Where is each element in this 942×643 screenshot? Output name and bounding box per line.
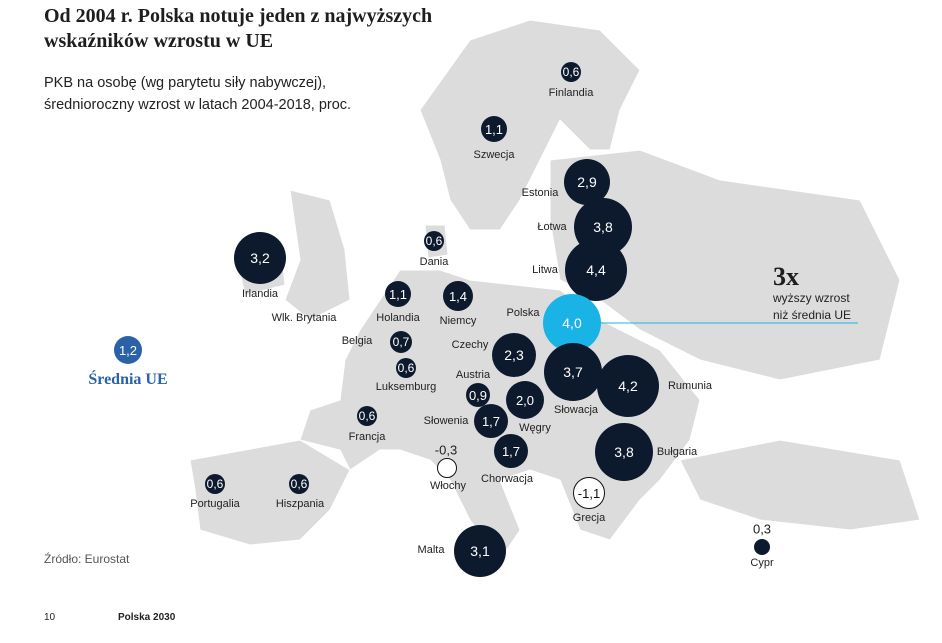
country-label: Portugalia (190, 498, 240, 510)
average-bubble: 1,2 (114, 336, 142, 364)
country-label: Cypr (750, 557, 774, 569)
country-label: Chorwacja (481, 473, 533, 485)
bubble-holandia: 1,1 (385, 281, 411, 307)
country-label: Litwa (532, 264, 558, 276)
bubble-value: 3,1 (470, 543, 490, 559)
subtitle-line: średnioroczny wzrost w latach 2004-2018,… (44, 97, 352, 113)
bubble-wegry: 2,0 (506, 381, 544, 419)
bubble-value: 4,0 (562, 315, 582, 331)
bubble-value: -0,3 (434, 442, 458, 458)
country-label: Grecja (572, 512, 606, 524)
iberia-land (189, 439, 351, 546)
country-label: Hiszpania (275, 498, 325, 510)
page-title: Od 2004 r. Polska notuje jeden z najwyżs… (44, 5, 433, 52)
country-label: Dania (419, 256, 449, 268)
bubble-value: 3,8 (614, 444, 634, 460)
publication-name: Polska 2030 (118, 612, 176, 623)
bubble-value: 1,4 (448, 288, 468, 304)
bubble-slowacja: 3,7 (544, 343, 602, 401)
country-label: Francja (348, 431, 386, 443)
bubble-slowenia: 1,7 (474, 404, 508, 438)
page-number: 10 (44, 612, 56, 623)
bubble-value: 0,6 (206, 477, 224, 491)
annotation-text: niż średnia UE (773, 308, 852, 322)
country-label: Słowenia (423, 415, 469, 427)
bubble-litwa: 4,4 (565, 239, 627, 301)
bubble-austria: 0,9 (466, 383, 490, 407)
bubble-bulgaria: 3,8 (595, 423, 653, 481)
country-label: Finlandia (548, 87, 594, 99)
bubble-malta: 3,1 (454, 525, 506, 577)
bubble-wlochy (437, 458, 457, 478)
country-label: Szwecja (473, 149, 515, 161)
bubble-value: -1,1 (577, 485, 601, 501)
bubble-value: 0,3 (752, 521, 772, 537)
bubble-szwecja: 1,1 (481, 116, 507, 142)
country-label: Polska (506, 307, 540, 319)
britain-land (284, 189, 351, 321)
bubble-czechy: 2,3 (492, 333, 536, 377)
bubble-value: 3,2 (250, 250, 270, 266)
country-label: Wlk. Brytania (271, 312, 337, 324)
country-label: Luksemburg (375, 381, 437, 393)
annotation-text: wyższy wzrost (773, 291, 850, 305)
bubble-value: 0,6 (290, 477, 308, 491)
subtitle: PKB na osobę (wg parytetu siły nabywczej… (44, 72, 351, 116)
country-label: Irlandia (241, 288, 279, 300)
country-label: Holandia (376, 312, 420, 324)
bubble-value: 4,2 (618, 378, 638, 394)
bubble-hiszpania: 0,6 (289, 474, 309, 494)
bubble-value: 1,7 (481, 413, 501, 429)
bubble-value: 3,7 (563, 364, 583, 380)
bubble-irlandia: 3,2 (234, 232, 286, 284)
bubble-value: 1,7 (501, 443, 521, 459)
bubble-value: 0,6 (358, 409, 376, 423)
country-label: Włochy (429, 480, 467, 492)
bubble-belgia: 0,7 (390, 331, 412, 353)
bubble-value: 0,6 (397, 361, 415, 375)
bubble-finlandia: 0,6 (561, 62, 581, 82)
country-label: Słowacja (553, 404, 599, 416)
bubble-value: 0,9 (468, 387, 488, 403)
bubble-portugalia: 0,6 (205, 474, 225, 494)
bubble-value: 1,1 (484, 121, 504, 137)
annotation-multiplier: 3x (773, 262, 799, 291)
average-label: Średnia UE (88, 371, 168, 388)
bubble-francja: 0,6 (357, 406, 377, 426)
subtitle-line: PKB na osobę (wg parytetu siły nabywczej… (44, 75, 327, 91)
bubble-value: 1,1 (388, 286, 408, 302)
country-label: Niemcy (439, 315, 477, 327)
source-note: Źródło: Eurostat (44, 552, 130, 566)
bubble-dania: 0,6 (424, 231, 444, 251)
bubble-chorwacja: 1,7 (494, 434, 528, 468)
bubble-polska: 4,0 (543, 294, 601, 352)
country-label: Rumunia (667, 380, 713, 392)
country-label: Czechy (451, 339, 489, 351)
country-label: Węgry (519, 422, 551, 434)
country-label: Bułgaria (656, 446, 698, 458)
bubble-value: 0,6 (562, 65, 580, 79)
bubble-cypr (754, 539, 770, 555)
bubble-value: 2,3 (504, 347, 524, 363)
country-label: Malta (417, 544, 445, 556)
country-label: Łotwa (537, 221, 567, 233)
country-label: Austria (455, 369, 491, 381)
bubble-luksemburg: 0,6 (396, 358, 416, 378)
bubble-estonia: 2,9 (564, 159, 610, 205)
country-label: Belgia (341, 335, 373, 347)
bubble-rumunia: 4,2 (597, 355, 659, 417)
bubble-niemcy: 1,4 (443, 281, 473, 311)
bubble-value: 0,6 (425, 234, 443, 248)
bubble-value: 3,8 (593, 219, 613, 235)
bubble-value: 0,7 (392, 335, 410, 349)
turkey-land (679, 439, 921, 531)
bubble-value: 4,4 (586, 262, 606, 278)
bubble-value: 2,0 (515, 392, 535, 408)
country-label: Estonia (521, 187, 559, 199)
bubble-grecja: -1,1 (573, 477, 605, 509)
bubble-value: 2,9 (577, 174, 597, 190)
scandinavia-land (419, 19, 641, 231)
